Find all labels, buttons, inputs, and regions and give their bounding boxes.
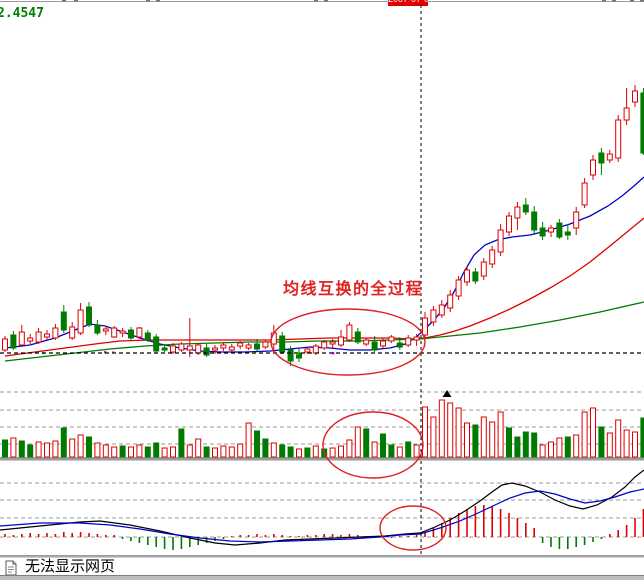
window-edge-band bbox=[0, 575, 644, 580]
peak-volume-triangle-marker bbox=[442, 390, 452, 397]
date-highlight-tag: 2007-07-06 bbox=[388, 0, 428, 6]
annotation-ellipses bbox=[270, 308, 447, 551]
status-bar: 无法显示网页 bbox=[0, 558, 644, 576]
volume-panel bbox=[0, 391, 644, 461]
price-panel bbox=[2, 85, 644, 366]
broken-page-icon bbox=[5, 560, 17, 576]
top-axis-ticks bbox=[62, 0, 644, 2]
price-readout: 2.4547 bbox=[0, 6, 44, 21]
status-text: 无法显示网页 bbox=[25, 558, 116, 575]
crosshair bbox=[0, 5, 644, 556]
top-axis-line bbox=[0, 1, 644, 2]
macd-panel bbox=[0, 469, 644, 558]
date-highlight-label: 2007-07-06 bbox=[388, 0, 428, 5]
panel-bottom-separator bbox=[0, 556, 644, 557]
ma-swap-annotation: 均线互换的全过程 bbox=[283, 281, 424, 298]
